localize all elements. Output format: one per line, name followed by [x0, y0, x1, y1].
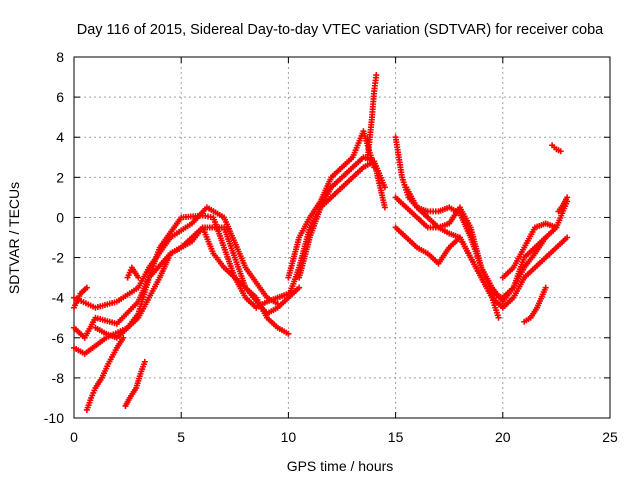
- series-early-drop-3: [122, 358, 148, 409]
- data-points: [71, 72, 571, 413]
- y-axis-label: SDTVAR / TECUs: [6, 182, 22, 294]
- series-late-6: [521, 284, 549, 325]
- x-tick-label: 10: [281, 429, 297, 445]
- y-tick-label: 4: [56, 129, 64, 145]
- grid: [74, 57, 610, 418]
- series-late-2: [392, 194, 571, 305]
- series-late-5: [499, 220, 560, 281]
- series-early-drop-4: [124, 264, 142, 281]
- series-track-d: [92, 224, 303, 341]
- series-track-b: [71, 212, 292, 341]
- y-tick-label: -4: [52, 290, 65, 306]
- data-point: [564, 234, 571, 241]
- y-tick-label: -6: [52, 330, 65, 346]
- data-point: [542, 284, 549, 291]
- data-point: [83, 284, 90, 291]
- y-tick-label: -2: [52, 250, 65, 266]
- tick-labels: 0 5 10 15 20 25 -10 -8 -6 -4 -2 0 2 4 6 8: [44, 49, 618, 445]
- data-point: [557, 148, 564, 155]
- y-tick-label: 6: [56, 89, 64, 105]
- data-point: [141, 358, 148, 365]
- data-point: [135, 274, 142, 281]
- x-tick-label: 5: [177, 429, 185, 445]
- y-tick-label: 8: [56, 49, 64, 65]
- data-point: [285, 330, 292, 337]
- x-tick-label: 25: [602, 429, 618, 445]
- x-tick-label: 0: [70, 429, 78, 445]
- data-point: [564, 194, 571, 201]
- x-axis-label: GPS time / hours: [287, 458, 394, 474]
- data-point: [381, 204, 388, 211]
- x-tick-label: 20: [495, 429, 511, 445]
- series-late-7: [549, 142, 564, 155]
- y-tick-label: 0: [56, 209, 64, 225]
- y-tick-label: -10: [44, 410, 64, 426]
- series-rise-4: [296, 158, 388, 281]
- data-point: [553, 224, 560, 231]
- series-early-drop-2: [71, 284, 90, 311]
- series-late-4: [403, 184, 571, 311]
- ticks: [73, 56, 611, 419]
- chart-title: Day 116 of 2015, Sidereal Day-to-day VTE…: [77, 22, 604, 38]
- data-point: [495, 314, 502, 321]
- plot-frame: [73, 56, 611, 419]
- y-tick-label: -8: [52, 370, 65, 386]
- x-tick-label: 15: [388, 429, 404, 445]
- data-point: [373, 72, 380, 79]
- series-early-drop-1: [83, 334, 127, 413]
- y-tick-label: 2: [56, 169, 64, 185]
- data-point: [120, 334, 127, 341]
- series-late-8: [555, 194, 571, 215]
- data-point: [296, 284, 303, 291]
- series-rise-3: [364, 72, 380, 161]
